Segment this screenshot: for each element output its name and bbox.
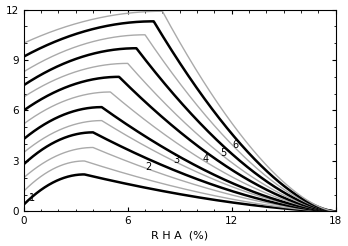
Text: 5: 5 <box>220 148 226 158</box>
Text: 2: 2 <box>145 162 152 172</box>
Text: 1: 1 <box>29 193 35 203</box>
Text: 6: 6 <box>232 140 238 150</box>
Text: 3: 3 <box>173 155 179 165</box>
X-axis label: R H A  (%): R H A (%) <box>151 231 208 240</box>
Text: 4: 4 <box>203 154 209 164</box>
